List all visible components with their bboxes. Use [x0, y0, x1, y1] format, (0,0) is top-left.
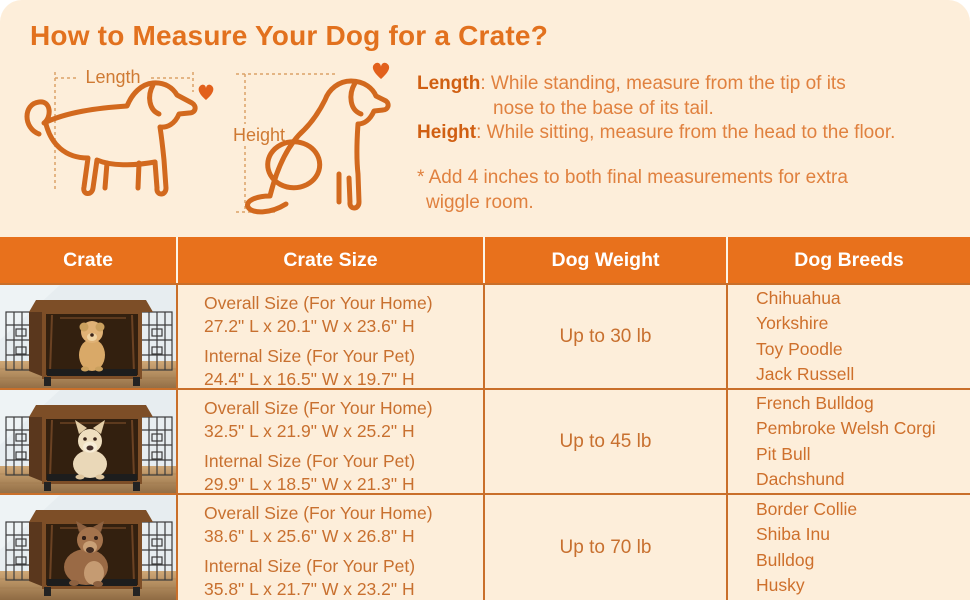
breed-name: Jack Russell — [756, 364, 855, 384]
overall-size-value: 32.5" L x 21.9" W x 25.2" H — [204, 421, 415, 441]
internal-size-label: Internal Size (For Your Pet) — [204, 556, 416, 576]
crate-size-cell: Overall Size (For Your Home) 38.6" L x 2… — [178, 495, 485, 600]
toy-poodle-dog — [79, 321, 105, 372]
heart-icon — [198, 84, 214, 100]
french-bulldog-dog — [73, 420, 107, 480]
breed-name: Bulldog — [756, 549, 815, 570]
overall-size-label: Overall Size (For Your Home) — [204, 398, 433, 418]
length-instruction-wrap: nose to the base of its tail. — [493, 97, 714, 119]
standing-dog-diagram: Length — [24, 66, 214, 197]
dog-weight-cell: Up to 45 lb — [485, 390, 728, 493]
dog-breeds-cell: French Bulldog Pembroke Welsh Corgi Pit … — [728, 390, 970, 493]
internal-size-label: Internal Size (For Your Pet) — [204, 346, 416, 366]
crate-photo-small-illustration — [0, 285, 176, 388]
crate-size-cell: Overall Size (For Your Home) 32.5" L x 2… — [178, 390, 485, 493]
height-instruction: Height: While sitting, measure from the … — [417, 122, 896, 143]
page-title: How to Measure Your Dog for a Crate? — [30, 20, 549, 51]
overall-size-value: 27.2" L x 20.1" W x 23.6" H — [204, 316, 415, 336]
dog-breeds-cell: Border Collie Shiba Inu Bulldog Husky — [728, 495, 970, 600]
breed-name: Dachshund — [756, 469, 845, 489]
breed-name: French Bulldog — [756, 392, 874, 413]
table-row: Overall Size (For Your Home) 27.2" L x 2… — [0, 283, 970, 388]
table-row: Overall Size (For Your Home) 32.5" L x 2… — [0, 388, 970, 493]
breed-name: Husky — [756, 575, 805, 595]
dog-weight-cell: Up to 30 lb — [485, 285, 728, 388]
internal-size-value: 29.9" L x 18.5" W x 21.3" H — [204, 474, 415, 493]
breed-name: Pembroke Welsh Corgi — [756, 418, 936, 438]
instructions-block: Length: While standing, measure from the… — [417, 72, 965, 215]
crate-photo-medium-illustration — [0, 390, 176, 493]
header-dog-breeds: Dog Breeds — [794, 248, 904, 271]
crate-photo-large-illustration — [0, 495, 176, 600]
crate-size-table: Crate Crate Size Dog Weight Dog Breeds — [0, 237, 970, 600]
internal-size-label: Internal Size (For Your Pet) — [204, 451, 416, 471]
header-crate-size: Crate Size — [178, 237, 485, 283]
table-header-row: Crate Crate Size Dog Weight Dog Breeds — [0, 237, 970, 283]
crate-photo-medium — [0, 390, 178, 493]
overall-size-label: Overall Size (For Your Home) — [204, 503, 433, 523]
table-row: Overall Size (For Your Home) 38.6" L x 2… — [0, 493, 970, 600]
header-crate: Crate — [0, 237, 178, 283]
crate-photo-large — [0, 495, 178, 600]
sitting-dog-diagram: Height — [226, 62, 391, 215]
measurement-note: * Add 4 inches to both final measurement… — [417, 166, 848, 213]
pit-bull-dog — [64, 521, 108, 587]
internal-size-value: 35.8" L x 21.7" W x 23.2" H — [204, 579, 415, 599]
length-label: Length — [85, 67, 140, 87]
breed-name: Border Collie — [756, 498, 858, 519]
dog-weight-cell: Up to 70 lb — [485, 495, 728, 600]
overall-size-label: Overall Size (For Your Home) — [204, 293, 433, 313]
sitting-dog-illustration — [245, 78, 391, 215]
crate-size-cell: Overall Size (For Your Home) 27.2" L x 2… — [178, 285, 485, 388]
breed-name: Yorkshire — [756, 313, 829, 333]
breed-name: Toy Poodle — [756, 338, 843, 359]
breed-name: Pit Bull — [756, 443, 811, 464]
length-instruction: Length: While standing, measure from the… — [417, 73, 846, 94]
breed-name: Chihuahua — [756, 287, 841, 308]
internal-size-value: 24.4" L x 16.5" W x 19.7" H — [204, 369, 415, 388]
header-dog-weight: Dog Weight — [485, 237, 728, 283]
heart-icon — [372, 62, 390, 79]
standing-dog-illustration — [24, 80, 198, 197]
breed-name: Shiba Inu — [756, 524, 830, 544]
overall-size-value: 38.6" L x 25.6" W x 26.8" H — [204, 526, 415, 546]
header-panel: How to Measure Your Dog for a Crate? Len… — [0, 0, 970, 237]
crate-photo-small — [0, 285, 178, 388]
dog-breeds-cell: Chihuahua Yorkshire Toy Poodle Jack Russ… — [728, 285, 970, 388]
height-label: Height — [233, 125, 285, 145]
